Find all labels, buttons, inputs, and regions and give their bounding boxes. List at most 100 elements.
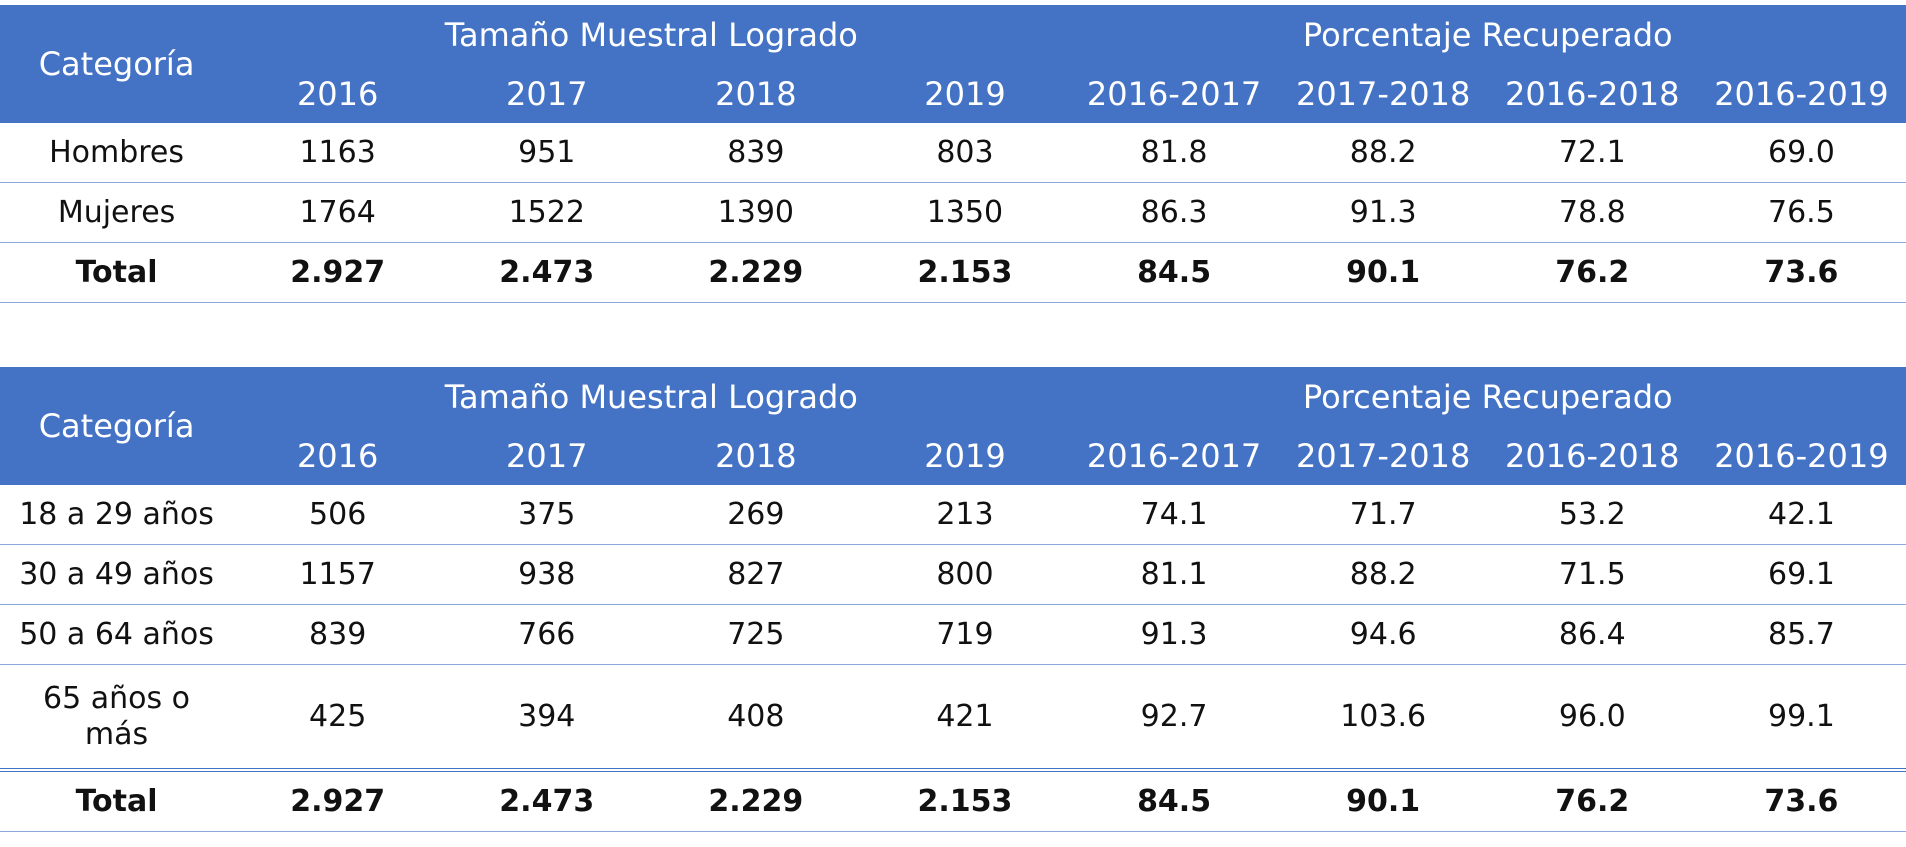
row-label: Total — [0, 242, 234, 303]
table-cell: 73.6 — [1696, 242, 1906, 303]
table-cell: 71.7 — [1278, 485, 1488, 545]
table-cell: 938 — [442, 544, 652, 605]
column-header: 2017-2018 — [1278, 65, 1488, 123]
table-by-sex: Categoría Tamaño Muestral Logrado Porcen… — [0, 5, 1906, 303]
table-cell: 69.1 — [1696, 544, 1906, 605]
table-cell: 88.2 — [1278, 544, 1488, 605]
row-label: Total — [0, 768, 234, 832]
column-header: 2016-2017 — [1069, 65, 1279, 123]
table-cell: 86.3 — [1069, 182, 1279, 243]
table-row: Mujeres 1764 1522 1390 1350 86.3 91.3 78… — [0, 182, 1906, 243]
table-by-age: Categoría Tamaño Muestral Logrado Porcen… — [0, 367, 1906, 832]
table-cell: 506 — [233, 485, 443, 545]
column-header: 2016-2018 — [1487, 427, 1697, 485]
table-cell: 92.7 — [1069, 664, 1279, 771]
table-cell: 84.5 — [1069, 768, 1279, 832]
percent-recovered-group-header: Porcentaje Recuperado — [1069, 5, 1906, 65]
column-header: 2018 — [651, 427, 861, 485]
table-cell: 1350 — [860, 182, 1070, 243]
row-label: Mujeres — [0, 182, 234, 243]
row-label: 65 años o más — [0, 664, 234, 771]
column-header: 2016 — [233, 427, 443, 485]
table-cell: 84.5 — [1069, 242, 1279, 303]
table-cell: 76.2 — [1487, 768, 1697, 832]
total-row: Total 2.927 2.473 2.229 2.153 84.5 90.1 … — [0, 768, 1906, 832]
table-cell: 53.2 — [1487, 485, 1697, 545]
table-cell: 725 — [651, 604, 861, 665]
table-cell: 2.473 — [442, 768, 652, 832]
table-cell: 1522 — [442, 182, 652, 243]
table-cell: 91.3 — [1069, 604, 1279, 665]
table-cell: 96.0 — [1487, 664, 1697, 771]
table-row: Hombres 1163 951 839 803 81.8 88.2 72.1 … — [0, 123, 1906, 183]
table-cell: 839 — [651, 123, 861, 183]
row-label-text: 65 años o más — [43, 680, 191, 752]
category-header: Categoría — [0, 5, 234, 123]
table-cell: 951 — [442, 123, 652, 183]
table-cell: 827 — [651, 544, 861, 605]
table-cell: 425 — [233, 664, 443, 771]
column-header: 2016-2019 — [1696, 65, 1906, 123]
table-cell: 2.153 — [860, 242, 1070, 303]
column-header: 2017 — [442, 427, 652, 485]
table-cell: 90.1 — [1278, 242, 1488, 303]
table-cell: 103.6 — [1278, 664, 1488, 771]
table-cell: 421 — [860, 664, 1070, 771]
table-cell: 394 — [442, 664, 652, 771]
column-header: 2016-2019 — [1696, 427, 1906, 485]
table-cell: 719 — [860, 604, 1070, 665]
table-row: 30 a 49 años 1157 938 827 800 81.1 88.2 … — [0, 544, 1906, 605]
table-cell: 42.1 — [1696, 485, 1906, 545]
table-cell: 86.4 — [1487, 604, 1697, 665]
table-cell: 2.927 — [233, 242, 443, 303]
total-row: Total 2.927 2.473 2.229 2.153 84.5 90.1 … — [0, 242, 1906, 303]
table-cell: 94.6 — [1278, 604, 1488, 665]
table-cell: 69.0 — [1696, 123, 1906, 183]
sample-size-group-header: Tamaño Muestral Logrado — [233, 5, 1070, 65]
table-cell: 76.2 — [1487, 242, 1697, 303]
column-header: 2017 — [442, 65, 652, 123]
table-cell: 408 — [651, 664, 861, 771]
table-cell: 76.5 — [1696, 182, 1906, 243]
column-header: 2016-2017 — [1069, 427, 1279, 485]
table-cell: 269 — [651, 485, 861, 545]
table-cell: 1390 — [651, 182, 861, 243]
table-cell: 71.5 — [1487, 544, 1697, 605]
table-cell: 78.8 — [1487, 182, 1697, 243]
column-header: 2018 — [651, 65, 861, 123]
table-cell: 91.3 — [1278, 182, 1488, 243]
table-cell: 88.2 — [1278, 123, 1488, 183]
row-label: 50 a 64 años — [0, 604, 234, 665]
table-cell: 2.229 — [651, 768, 861, 832]
table-cell: 800 — [860, 544, 1070, 605]
row-label: 30 a 49 años — [0, 544, 234, 605]
table-cell: 72.1 — [1487, 123, 1697, 183]
sample-size-group-header: Tamaño Muestral Logrado — [233, 367, 1070, 427]
column-header: 2019 — [860, 427, 1070, 485]
table-cell: 74.1 — [1069, 485, 1279, 545]
column-header: 2019 — [860, 65, 1070, 123]
column-header: 2016-2018 — [1487, 65, 1697, 123]
table-row: 50 a 64 años 839 766 725 719 91.3 94.6 8… — [0, 604, 1906, 665]
table-cell: 803 — [860, 123, 1070, 183]
table-row: 18 a 29 años 506 375 269 213 74.1 71.7 5… — [0, 485, 1906, 545]
row-label: 18 a 29 años — [0, 485, 234, 545]
table-cell: 73.6 — [1696, 768, 1906, 832]
table-cell: 766 — [442, 604, 652, 665]
table-cell: 2.473 — [442, 242, 652, 303]
table-cell: 85.7 — [1696, 604, 1906, 665]
column-header: 2016 — [233, 65, 443, 123]
table-row: 65 años o más 425 394 408 421 92.7 103.6… — [0, 664, 1906, 771]
category-header: Categoría — [0, 367, 234, 485]
table-cell: 81.1 — [1069, 544, 1279, 605]
table-cell: 1157 — [233, 544, 443, 605]
table-cell: 2.153 — [860, 768, 1070, 832]
table-cell: 90.1 — [1278, 768, 1488, 832]
table-cell: 81.8 — [1069, 123, 1279, 183]
column-header: 2017-2018 — [1278, 427, 1488, 485]
table-cell: 1764 — [233, 182, 443, 243]
table-cell: 839 — [233, 604, 443, 665]
row-label: Hombres — [0, 123, 234, 183]
table-cell: 2.927 — [233, 768, 443, 832]
table-cell: 2.229 — [651, 242, 861, 303]
